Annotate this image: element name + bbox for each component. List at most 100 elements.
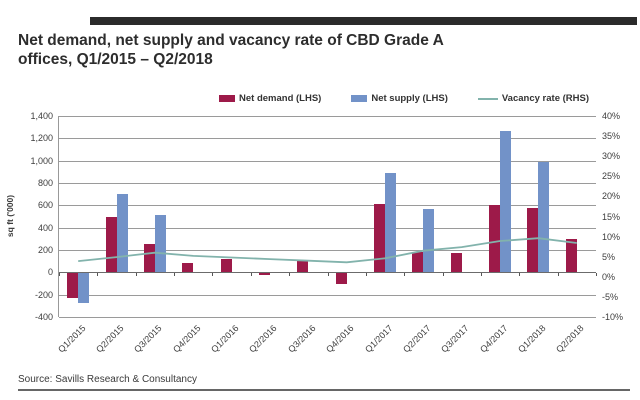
x-axis-tick	[442, 273, 444, 277]
chart-title-line1: Net demand, net supply and vacancy rate …	[18, 32, 444, 49]
bar-net-demand	[220, 258, 232, 273]
x-axis-tick	[212, 273, 214, 277]
bar-net-demand	[335, 273, 347, 285]
x-axis-tick	[59, 273, 60, 277]
gridline	[59, 317, 596, 318]
legend-label-vacancy-rate: Vacancy rate (RHS)	[501, 93, 589, 104]
x-axis-tick	[327, 273, 329, 277]
x-axis-tick	[97, 273, 99, 277]
legend-label-net-supply: Net supply (LHS)	[371, 93, 448, 104]
y-axis-tick-label-right: 35%	[602, 131, 621, 142]
chart-legend: Net demand (LHS) Net supply (LHS) Vacanc…	[219, 93, 589, 104]
chart-title-line2: offices, Q1/2015 – Q2/2018	[18, 51, 213, 68]
legend-label-net-demand: Net demand (LHS)	[239, 93, 322, 104]
x-axis-label: Q2/2016	[247, 323, 280, 355]
bar-net-demand	[297, 260, 309, 273]
bar-net-supply	[538, 162, 550, 273]
x-axis-tick	[250, 273, 252, 277]
x-axis-tick	[365, 273, 367, 277]
legend-item-net-demand: Net demand (LHS)	[219, 93, 321, 104]
gridline	[59, 227, 596, 229]
plot-area: 1,400 1,200 1,000 800 600 400 200 0 -200 -400 40% 3…	[30, 111, 623, 354]
bar-net-demand	[412, 252, 424, 273]
bar-net-supply	[116, 194, 128, 273]
y-axis-tick-label-left: 600	[37, 200, 53, 211]
bar-net-supply	[78, 273, 90, 304]
x-axis-label: Q4/2015	[170, 323, 203, 355]
x-axis-label: Q1/2015	[55, 323, 88, 355]
header-rule	[90, 17, 637, 25]
x-axis-label: Q1/2016	[209, 323, 241, 355]
y-axis-tick-label-left: 800	[37, 178, 53, 188]
source-rule	[18, 389, 630, 391]
y-axis-tick-label-right: 0%	[602, 271, 616, 282]
x-axis-label: Q1/2017	[362, 323, 395, 355]
y-axis-tick-label-left: -400	[34, 312, 53, 322]
bar-net-demand	[374, 204, 386, 273]
x-axis-tick	[519, 273, 521, 277]
x-axis-tick	[557, 273, 559, 277]
chart-title: Net demand, net supply and vacancy rate …	[18, 31, 444, 69]
bar-net-demand	[489, 205, 501, 273]
y-axis-tick-label-left: -200	[34, 289, 53, 300]
x-axis-tick	[135, 273, 137, 277]
y-axis-title: sq ft ('000)	[5, 194, 15, 238]
y-axis-tick-label-right: 30%	[602, 151, 621, 162]
x-axis-label: Q2/2017	[400, 323, 433, 355]
net-supply-swatch-icon	[351, 95, 368, 102]
bar-net-demand	[258, 273, 270, 275]
y-axis-tick-label-right: -5%	[602, 291, 619, 302]
y-axis-tick-label-right: -10%	[602, 312, 624, 322]
bar-net-supply	[500, 130, 512, 273]
bar-net-demand	[527, 207, 539, 273]
bar-net-demand	[565, 238, 577, 273]
x-axis-label: Q2/2015	[94, 323, 126, 355]
gridline	[59, 183, 596, 184]
y-axis-tick-label-left: 1,000	[30, 155, 53, 166]
gridline	[59, 294, 596, 296]
y-axis-tick-label-right: 5%	[602, 251, 616, 262]
x-axis-tick	[289, 273, 291, 277]
y-axis-tick-label-left: 0	[47, 267, 53, 278]
y-axis-tick-label-right: 40%	[602, 111, 621, 121]
x-axis-label: Q4/2016	[324, 323, 356, 355]
gridline	[59, 272, 596, 274]
gridline	[59, 138, 596, 140]
bar-net-demand	[182, 262, 194, 273]
gridline	[59, 160, 596, 162]
y-axis-tick-label-right: 20%	[602, 191, 621, 202]
bar-net-demand	[105, 216, 117, 273]
gridline	[59, 205, 596, 207]
x-axis-label: Q3/2016	[285, 323, 318, 355]
x-axis-label: Q4/2017	[477, 323, 510, 355]
x-axis-tick	[174, 273, 176, 277]
source-text: Source: Savills Research & Consultancy	[18, 374, 197, 385]
x-axis-tick	[480, 273, 482, 277]
vacancy-rate-swatch-icon	[477, 97, 498, 100]
net-demand-swatch-icon	[219, 95, 235, 102]
y-axis-tick-label-left: 1,400	[30, 111, 53, 121]
x-axis-label: Q2/2018	[554, 323, 586, 355]
bar-net-demand	[67, 273, 79, 298]
gridline	[59, 116, 596, 117]
y-axis-tick-label-left: 400	[37, 222, 53, 233]
x-axis-tick	[404, 273, 406, 277]
bar-net-supply	[423, 208, 435, 273]
x-axis-label: Q3/2015	[132, 323, 164, 355]
y-axis-tick-label-left: 1,200	[30, 133, 53, 144]
y-axis-tick-label-right: 10%	[602, 231, 621, 242]
y-axis-line	[58, 116, 59, 317]
bar-net-demand	[450, 252, 462, 273]
y-axis-tick-label-right: 25%	[602, 171, 621, 182]
legend-item-vacancy-rate: Vacancy rate (RHS)	[477, 93, 589, 104]
x-axis-label: Q3/2017	[439, 323, 471, 355]
x-axis-tick	[596, 273, 597, 277]
y-axis-tick-label-left: 200	[37, 245, 53, 255]
bar-net-demand	[143, 243, 155, 273]
gridline	[59, 250, 596, 251]
y-axis-tick-label-right: 15%	[602, 211, 621, 222]
bar-net-supply	[385, 172, 397, 273]
x-axis-label: Q1/2018	[516, 323, 548, 355]
legend-item-net-supply: Net supply (LHS)	[351, 93, 448, 104]
bar-net-supply	[154, 215, 166, 273]
